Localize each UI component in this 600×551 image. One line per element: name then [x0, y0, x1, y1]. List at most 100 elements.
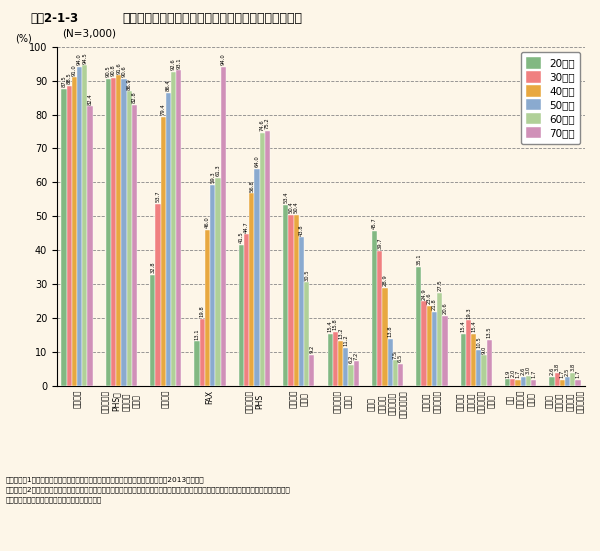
Text: 82.4: 82.4 [88, 93, 92, 105]
Bar [205, 230, 210, 386]
Bar [155, 204, 161, 386]
Bar [166, 93, 171, 386]
Text: 3.0: 3.0 [526, 366, 531, 374]
Bar [215, 178, 221, 386]
Bar [531, 380, 536, 386]
Bar [260, 133, 265, 386]
Bar [427, 306, 432, 386]
Text: 19.8: 19.8 [200, 305, 205, 317]
Bar [116, 75, 121, 386]
Bar [505, 379, 510, 386]
Text: 64.0: 64.0 [254, 155, 260, 167]
Text: 1.7: 1.7 [531, 370, 536, 378]
Bar [328, 333, 333, 386]
Text: 6.5: 6.5 [398, 354, 403, 362]
Bar [432, 312, 437, 386]
Text: 45.7: 45.7 [372, 218, 377, 229]
Text: 28.9: 28.9 [382, 274, 388, 286]
Text: 91.6: 91.6 [116, 62, 121, 74]
Text: 21.8: 21.8 [432, 299, 437, 310]
Bar [304, 282, 309, 386]
Bar [61, 89, 67, 386]
Bar [244, 234, 249, 386]
Text: 87.5: 87.5 [61, 75, 67, 88]
Bar [550, 377, 554, 386]
Bar [161, 117, 166, 386]
Text: (N=3,000): (N=3,000) [62, 28, 116, 39]
Bar [481, 355, 487, 386]
Bar [88, 106, 92, 386]
Bar [283, 205, 289, 386]
Bar [254, 169, 260, 386]
Bar [249, 193, 254, 386]
Text: 15.4: 15.4 [471, 320, 476, 332]
Text: 53.4: 53.4 [283, 191, 288, 203]
Bar [309, 354, 314, 386]
Text: 46.0: 46.0 [205, 217, 210, 228]
Text: 59.3: 59.3 [210, 171, 215, 183]
Text: 92.6: 92.6 [171, 58, 176, 70]
Bar [382, 288, 388, 386]
Text: 93.1: 93.1 [176, 57, 181, 68]
Text: 2.5: 2.5 [565, 367, 570, 376]
Text: (%): (%) [15, 34, 32, 44]
Text: 94.0: 94.0 [221, 54, 226, 66]
Text: 15.4: 15.4 [328, 320, 332, 332]
Text: 82.8: 82.8 [132, 91, 137, 104]
Bar [353, 361, 359, 386]
Text: 86.4: 86.4 [166, 79, 171, 91]
Text: 61.3: 61.3 [215, 165, 220, 176]
Text: 9.2: 9.2 [310, 344, 314, 353]
Bar [471, 333, 476, 386]
Text: 44.7: 44.7 [244, 221, 249, 233]
Bar [338, 341, 343, 386]
Text: 15.4: 15.4 [461, 320, 466, 332]
Text: 24.9: 24.9 [422, 288, 427, 300]
Bar [437, 293, 442, 386]
Text: 11.2: 11.2 [343, 334, 348, 346]
Text: 91.0: 91.0 [72, 64, 77, 75]
Text: 39.7: 39.7 [377, 238, 382, 250]
Bar [560, 380, 565, 386]
Text: 情報通信機器の利用度は若者を中心に高くなっている: 情報通信機器の利用度は若者を中心に高くなっている [123, 12, 303, 25]
Bar [127, 91, 132, 386]
Bar [393, 360, 398, 386]
Bar [171, 72, 176, 386]
Text: 3.8: 3.8 [554, 363, 560, 371]
Text: 88.5: 88.5 [67, 72, 71, 84]
Bar [333, 332, 338, 386]
Text: 19.3: 19.3 [466, 307, 471, 318]
Bar [372, 231, 377, 386]
Text: 75.2: 75.2 [265, 117, 270, 129]
Text: 53.7: 53.7 [155, 191, 160, 202]
Text: 13.8: 13.8 [388, 326, 392, 337]
Text: 15.8: 15.8 [333, 318, 338, 331]
Bar [515, 380, 521, 386]
Text: 6.2: 6.2 [349, 355, 353, 363]
Bar [299, 237, 304, 386]
Text: （備考）　1．消費者庁「インターネット調査「消費生活に関する意識調査」」（2013年度）。
　　　　　2．「以下の機器の内、あなたが現在利用している機器を教えて: （備考） 1．消費者庁「インターネット調査「消費生活に関する意識調査」」（201… [6, 477, 291, 504]
Bar [67, 86, 72, 386]
Bar [526, 376, 531, 386]
Text: 30.5: 30.5 [304, 269, 309, 280]
Text: 2.6: 2.6 [521, 367, 526, 375]
Bar [176, 70, 181, 386]
Text: 1.7: 1.7 [575, 370, 581, 378]
Bar [132, 105, 137, 386]
Bar [554, 373, 560, 386]
Bar [77, 67, 82, 386]
Bar [461, 333, 466, 386]
Bar [239, 245, 244, 386]
Text: 1.9: 1.9 [505, 369, 510, 377]
Bar [200, 318, 205, 386]
Text: 1.7: 1.7 [515, 370, 521, 378]
Text: 90.8: 90.8 [111, 64, 116, 77]
Bar [388, 339, 393, 386]
Text: 50.4: 50.4 [289, 202, 293, 213]
Text: 7.5: 7.5 [393, 350, 398, 359]
Bar [289, 215, 293, 386]
Bar [510, 379, 515, 386]
Bar [349, 365, 353, 386]
Text: 27.5: 27.5 [437, 279, 442, 291]
Bar [398, 364, 403, 386]
